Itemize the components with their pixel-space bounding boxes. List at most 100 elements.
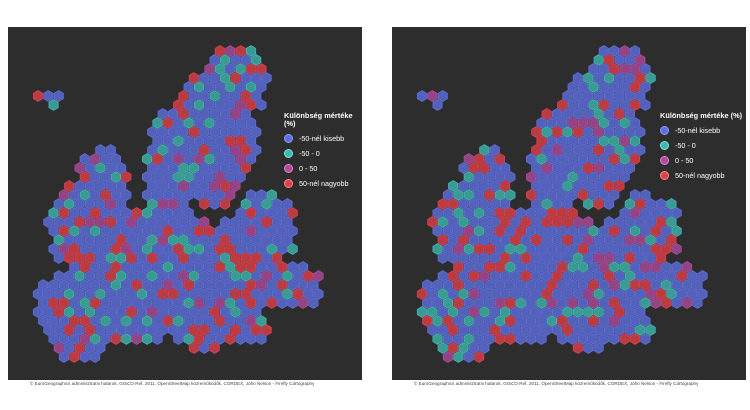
legend-swatch-icon [284,164,293,174]
hex-cell [220,90,231,102]
hex-cell [90,279,101,291]
hex-cell [183,279,194,291]
hex-cell [427,90,438,102]
hex-cell [479,324,490,336]
hex-cell [204,153,215,165]
hex-cell [489,198,500,210]
hex-cell [110,333,121,345]
hex-cell [609,333,620,345]
hex-cell [220,162,231,174]
hex-cell [204,315,215,327]
hex-cell [90,261,101,273]
hex-cell [635,54,646,66]
hex-cell [173,171,184,183]
hex-cell [121,243,132,255]
hex-cell [458,306,469,318]
hex-cell [442,279,453,291]
hex-cell [194,153,205,165]
hex-cell [230,216,241,228]
hex-cell [609,153,620,165]
hex-cell [588,279,599,291]
hex-cell [463,279,474,291]
hex-cell [484,207,495,219]
hex-cell [245,189,257,201]
hex-cell [578,189,589,201]
hex-cell [520,306,531,318]
hex-cell [147,306,158,318]
hex-cell [256,243,267,255]
hex-cell [90,243,101,255]
hex-cell [100,171,111,183]
hex-cell [157,180,168,192]
hex-cell [671,243,682,255]
hex-cell [463,297,474,309]
hex-cell [624,252,635,264]
hex-cell [640,261,651,273]
hex-cell [53,198,64,210]
hex-cell [142,279,153,291]
hex-cell [583,198,594,210]
hex-cell [194,135,205,147]
hex-cell [494,207,505,219]
hex-cell [572,234,583,246]
legend-title: Különbség mértéke (%) [284,111,353,129]
hex-cell [442,189,453,201]
hex-cell [199,90,210,102]
hex-cell [510,216,521,228]
hex-cell [619,225,630,237]
hex-cell [183,135,194,147]
hex-cell [58,189,69,201]
hex-cell [240,288,251,300]
hex-cell [178,288,189,300]
hex-cell [230,54,241,66]
hex-cell [209,270,220,282]
hex-cell [468,216,479,228]
hex-cell [199,252,210,264]
hex-cell [277,207,288,219]
hex-cell [697,270,708,282]
hex-cell [194,189,205,201]
hex-cell [251,306,262,318]
hex-cell [629,189,641,201]
hex-cell [593,342,604,354]
hex-cell [448,252,459,264]
hex-cell [640,297,651,309]
hex-cell [225,243,236,255]
hex-cell [131,243,142,255]
hex-cell [655,288,667,300]
hex-cell [100,279,111,291]
hex-cell [687,270,698,282]
hex-cell [562,126,573,138]
hex-cell [432,315,443,327]
hex-cell [282,288,293,300]
hex-cell [225,99,236,111]
hex-cell [90,207,101,219]
hex-cell [220,144,231,156]
hex-cell [287,243,298,255]
hex-cell [240,90,251,102]
hex-cell [100,189,111,201]
hex-cell [157,216,168,228]
hex-cell [183,189,194,201]
hex-cell [552,270,563,282]
hex-cell [152,279,163,291]
hex-cell [640,225,651,237]
hex-cell [453,189,464,201]
hex-cell [593,72,604,84]
hex-cell [142,171,153,183]
hex-cell [437,252,448,264]
hex-cell [53,270,64,282]
hex-cell [74,288,85,300]
hex-cell [479,162,490,174]
hex-cell [152,171,163,183]
hex-cell [220,270,231,282]
hex-cell [567,279,578,291]
hex-cell [183,153,194,165]
hex-cell [84,162,95,174]
hex-cell [515,333,526,345]
hex-cell [614,270,625,282]
hex-cell [619,153,630,165]
hex-cell [614,108,625,120]
hex-cell [168,144,179,156]
hex-cell [225,63,236,75]
